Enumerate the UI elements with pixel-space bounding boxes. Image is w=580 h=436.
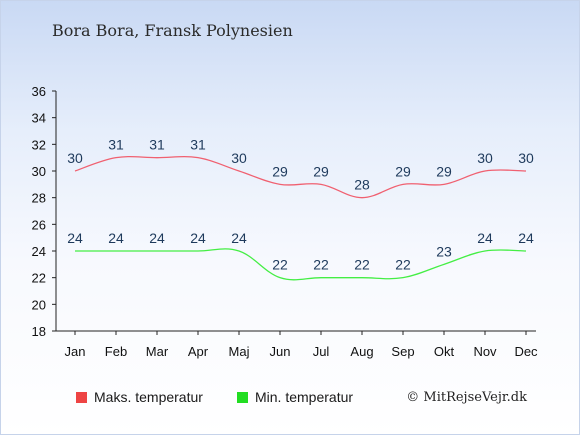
- max-temp-data-label: 30: [518, 150, 534, 166]
- min-temp-data-label: 24: [108, 230, 124, 246]
- chart-legend: Maks. temperatur Min. temperatur: [76, 389, 536, 409]
- min-temp-data-label: 22: [354, 257, 370, 273]
- max-temp-data-label: 29: [436, 163, 452, 179]
- credit-text: © MitRejseVejr.dk: [406, 390, 527, 405]
- legend-item-max: Maks. temperatur: [76, 389, 203, 405]
- max-temp-data-label: 28: [354, 177, 370, 193]
- min-temp-data-label: 24: [149, 230, 165, 246]
- y-tick-label: 30: [32, 164, 46, 179]
- y-tick-label: 22: [32, 271, 46, 286]
- max-temp-data-label: 30: [477, 150, 493, 166]
- min-temp-data-label: 24: [231, 230, 247, 246]
- y-tick-label: 18: [32, 324, 46, 339]
- x-tick-label: Apr: [188, 344, 209, 359]
- max-temp-data-label: 31: [190, 137, 206, 153]
- x-tick-label: Mar: [146, 344, 169, 359]
- min-temp-data-label: 22: [395, 257, 411, 273]
- legend-item-min: Min. temperatur: [237, 389, 353, 405]
- min-temp-data-label: 22: [313, 257, 329, 273]
- x-tick-label: Okt: [434, 344, 455, 359]
- min-temp-data-label: 24: [477, 230, 493, 246]
- x-tick-label: Maj: [229, 344, 250, 359]
- min-temp-line: [74, 248, 527, 281]
- x-tick-label: Jan: [65, 344, 86, 359]
- min-temp-data-label: 24: [190, 230, 206, 246]
- max-temp-data-label: 30: [231, 150, 247, 166]
- y-tick-label: 24: [32, 244, 46, 259]
- max-temp-data-label: 31: [149, 137, 165, 153]
- min-temp-data-label: 24: [518, 230, 534, 246]
- x-tick-label: Jun: [270, 344, 291, 359]
- x-tick-label: Jul: [313, 344, 330, 359]
- legend-swatch-max: [76, 391, 87, 403]
- max-temp-data-label: 31: [108, 137, 124, 153]
- x-tick-label: Aug: [350, 344, 373, 359]
- x-tick-label: Feb: [105, 344, 127, 359]
- y-tick-label: 20: [32, 297, 46, 312]
- chart-title: Bora Bora, Fransk Polynesien: [52, 21, 293, 40]
- x-tick-label: Nov: [473, 344, 497, 359]
- min-temp-data-label: 23: [436, 243, 452, 259]
- max-temp-data-label: 30: [67, 150, 83, 166]
- legend-label-min: Min. temperatur: [255, 389, 354, 405]
- legend-label-max: Maks. temperatur: [94, 389, 203, 405]
- max-temp-data-label: 29: [272, 163, 288, 179]
- max-temp-data-label: 29: [395, 163, 411, 179]
- min-temp-data-label: 22: [272, 257, 288, 273]
- x-tick-label: Sep: [391, 344, 414, 359]
- max-temp-line: [74, 155, 527, 199]
- y-tick-label: 26: [32, 217, 46, 232]
- x-tick-label: Dec: [514, 344, 538, 359]
- y-tick-label: 32: [32, 137, 46, 152]
- min-temp-data-label: 24: [67, 230, 83, 246]
- max-temp-data-label: 29: [313, 163, 329, 179]
- legend-swatch-min: [237, 391, 248, 403]
- y-tick-label: 28: [32, 191, 46, 206]
- y-tick-label: 36: [32, 84, 46, 99]
- y-tick-label: 34: [32, 111, 46, 126]
